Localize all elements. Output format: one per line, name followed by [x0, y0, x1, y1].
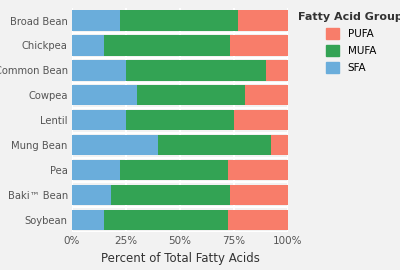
Bar [230, 185, 288, 205]
Legend: PUFA, MUFA, SFA: PUFA, MUFA, SFA [295, 9, 400, 76]
Bar [120, 160, 228, 180]
Bar [126, 110, 234, 130]
Bar [111, 185, 230, 205]
Bar [72, 185, 111, 205]
Bar [72, 35, 104, 56]
Bar [271, 135, 288, 155]
Bar [72, 110, 126, 130]
Bar [266, 60, 288, 80]
Bar [120, 10, 238, 31]
Bar [230, 35, 288, 56]
Bar [238, 10, 288, 31]
Bar [158, 135, 271, 155]
Bar [234, 110, 288, 130]
Bar [72, 160, 120, 180]
Bar [126, 60, 266, 80]
Bar [228, 160, 288, 180]
Bar [72, 60, 126, 80]
Bar [104, 35, 230, 56]
X-axis label: Percent of Total Fatty Acids: Percent of Total Fatty Acids [100, 252, 260, 265]
Bar [72, 135, 158, 155]
Bar [104, 210, 228, 230]
Bar [245, 85, 288, 106]
Bar [72, 210, 104, 230]
Bar [72, 10, 120, 31]
Bar [228, 210, 288, 230]
Bar [72, 85, 137, 106]
Bar [137, 85, 245, 106]
